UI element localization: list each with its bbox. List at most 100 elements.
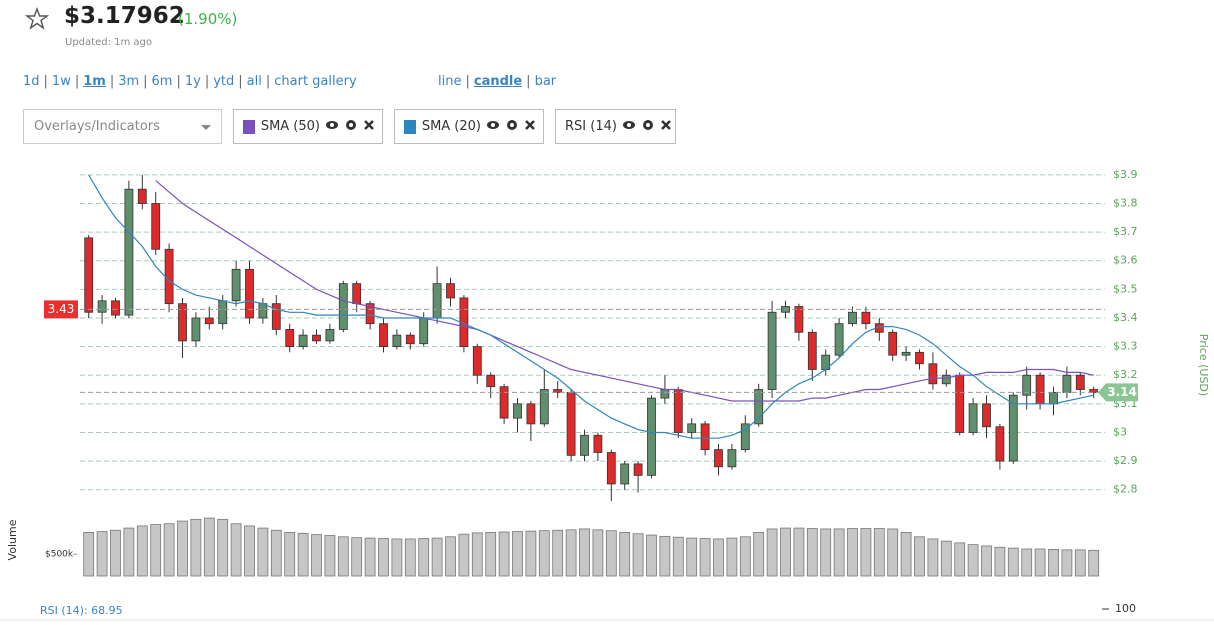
volume-bar bbox=[337, 536, 349, 577]
candle-body bbox=[513, 403, 522, 419]
indicator[interactable]: SMA (50) bbox=[233, 109, 383, 144]
candle-body bbox=[888, 331, 898, 356]
volume-bar bbox=[391, 538, 403, 577]
candle-body bbox=[700, 423, 710, 451]
candle-body bbox=[955, 374, 965, 433]
volume-bar bbox=[940, 540, 952, 577]
y-tick-label: $500k bbox=[45, 550, 74, 560]
caret bbox=[201, 125, 211, 130]
volume-bar bbox=[404, 538, 416, 577]
link[interactable]: line bbox=[438, 74, 462, 89]
candle-body bbox=[687, 423, 697, 433]
link[interactable]: 1d bbox=[23, 74, 40, 89]
volume-bar bbox=[190, 518, 202, 577]
legend-swatch bbox=[404, 119, 416, 134]
volume-bar bbox=[605, 530, 617, 577]
indicator-icons[interactable] bbox=[487, 118, 543, 132]
link[interactable]: ytd bbox=[213, 74, 235, 89]
volume-bar bbox=[512, 531, 523, 577]
volume-bar bbox=[96, 531, 108, 577]
volume-bar bbox=[686, 537, 698, 577]
volume-bar bbox=[994, 546, 1006, 577]
marker-box bbox=[44, 300, 78, 319]
y-tick-label: $3.3 bbox=[1113, 340, 1138, 353]
sma-line bbox=[155, 180, 1094, 402]
indicator-icons[interactable] bbox=[326, 118, 382, 132]
candle-body bbox=[432, 283, 442, 319]
marker-box bbox=[1098, 383, 1138, 402]
candle-body bbox=[593, 434, 603, 453]
volume-bar bbox=[847, 528, 858, 577]
volume-bar bbox=[1074, 549, 1086, 577]
link[interactable]: all bbox=[246, 74, 262, 89]
separator: | bbox=[109, 74, 115, 89]
price-change: (1.90%) bbox=[178, 10, 238, 28]
volume-bar bbox=[1034, 548, 1046, 577]
volume-bar bbox=[136, 525, 148, 577]
volume-bar bbox=[753, 532, 765, 577]
volume-bar bbox=[538, 530, 550, 577]
link[interactable]: 1m bbox=[83, 74, 106, 89]
y-axis-label: Price (USD) bbox=[1197, 334, 1210, 396]
link[interactable]: bar bbox=[534, 74, 557, 89]
link[interactable]: 1y bbox=[184, 74, 201, 89]
candle-body bbox=[848, 311, 857, 325]
link[interactable]: chart gallery bbox=[274, 74, 357, 89]
candle-body bbox=[740, 423, 750, 451]
separator: | bbox=[74, 74, 80, 89]
indicator[interactable]: SMA (20) bbox=[394, 109, 544, 144]
volume-bar bbox=[619, 532, 631, 577]
candle-body bbox=[968, 403, 978, 433]
rsi-label: RSI (14): 68.95 bbox=[40, 604, 123, 617]
candle-body bbox=[754, 389, 764, 425]
separator: | bbox=[43, 74, 48, 89]
link[interactable]: 3m bbox=[118, 74, 140, 89]
candle-body bbox=[1008, 394, 1018, 462]
indicator[interactable]: RSI (14) bbox=[555, 109, 676, 144]
updated: Updated: 1m ago bbox=[65, 37, 152, 48]
candle-body bbox=[553, 389, 563, 393]
y-tick-label: $3.6 bbox=[1113, 254, 1138, 267]
volume-label: Volume bbox=[6, 519, 19, 560]
volume-bar bbox=[1048, 549, 1059, 577]
indicator-icons[interactable] bbox=[622, 118, 679, 132]
separator: | bbox=[526, 74, 531, 89]
volume-bar bbox=[552, 529, 564, 577]
candle-body bbox=[1062, 374, 1072, 393]
candle-body bbox=[995, 426, 1005, 462]
candle-body bbox=[620, 463, 630, 485]
volume-bar bbox=[150, 524, 162, 577]
separator: | bbox=[143, 74, 148, 89]
marker-label: 3.14 bbox=[1107, 385, 1137, 399]
candle-body bbox=[204, 317, 214, 325]
candle-body bbox=[1075, 374, 1085, 390]
volume-bar bbox=[1061, 549, 1073, 577]
candle-body bbox=[245, 268, 254, 319]
candle-body bbox=[606, 452, 616, 485]
link[interactable]: candle bbox=[473, 74, 523, 89]
dropdown[interactable]: Overlays/Indicators bbox=[23, 109, 222, 144]
chart-type-links: line | candle | bar bbox=[438, 74, 556, 89]
volume-bar bbox=[378, 538, 389, 577]
volume-bar bbox=[284, 532, 296, 577]
sma-line bbox=[88, 174, 1094, 439]
volume-bar bbox=[257, 527, 269, 577]
volume-bar bbox=[954, 542, 966, 577]
candle-body bbox=[915, 351, 924, 365]
link[interactable]: 6m bbox=[151, 74, 173, 89]
candle-body bbox=[928, 363, 938, 385]
candle-body bbox=[178, 303, 187, 342]
candle-body bbox=[111, 300, 120, 316]
y-tick-label: $2.8 bbox=[1113, 483, 1138, 496]
candle-body bbox=[164, 248, 174, 305]
candle-body bbox=[714, 449, 723, 468]
candle-body bbox=[673, 389, 683, 433]
volume-bar bbox=[579, 528, 590, 577]
volume-bar bbox=[766, 528, 778, 577]
link[interactable]: 1w bbox=[51, 74, 71, 89]
star-icon[interactable] bbox=[25, 7, 49, 31]
volume-bar bbox=[311, 534, 322, 577]
candle-body bbox=[405, 334, 415, 345]
